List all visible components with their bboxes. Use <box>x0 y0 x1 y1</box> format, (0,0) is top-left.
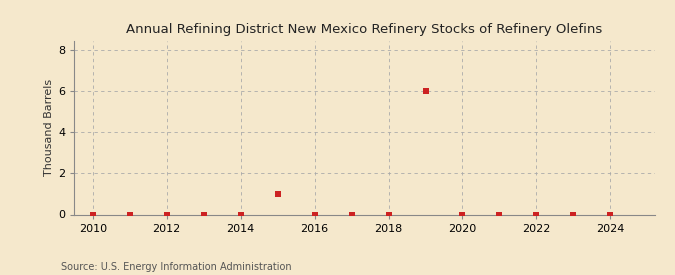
Point <box>494 212 505 217</box>
Point <box>346 212 357 217</box>
Point <box>272 192 283 196</box>
Point <box>235 212 246 217</box>
Text: Source: U.S. Energy Information Administration: Source: U.S. Energy Information Administ… <box>61 262 292 272</box>
Title: Annual Refining District New Mexico Refinery Stocks of Refinery Olefins: Annual Refining District New Mexico Refi… <box>126 23 603 36</box>
Point <box>87 212 98 217</box>
Point <box>531 212 542 217</box>
Point <box>124 212 135 217</box>
Point <box>383 212 394 217</box>
Point <box>161 212 172 217</box>
Point <box>420 89 431 93</box>
Point <box>309 212 320 217</box>
Point <box>605 212 616 217</box>
Point <box>198 212 209 217</box>
Point <box>457 212 468 217</box>
Point <box>568 212 578 217</box>
Y-axis label: Thousand Barrels: Thousand Barrels <box>44 79 54 177</box>
